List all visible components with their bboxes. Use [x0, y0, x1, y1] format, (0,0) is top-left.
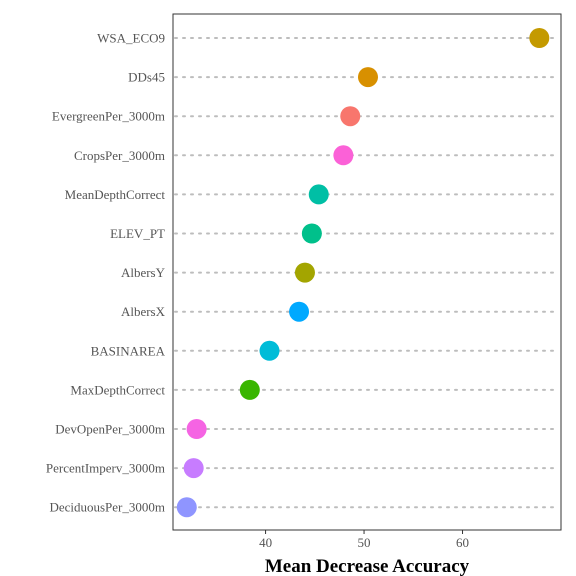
data-point [176, 497, 197, 518]
y-tick-label: ELEV_PT [110, 226, 165, 241]
y-tick-labels: WSA_ECO9 DDs45 EvergreenPer_3000m CropsPer_… [46, 31, 166, 515]
data-point [529, 28, 550, 48]
data-point [239, 379, 260, 400]
y-tick-label: PercentImperv_3000m [46, 461, 165, 476]
data-point [183, 458, 204, 479]
y-tick-label: BASINAREA [91, 343, 166, 358]
y-tick-label: EvergreenPer_3000m [52, 109, 165, 124]
y-tick-label: AlbersX [121, 304, 166, 319]
data-point [340, 106, 361, 127]
x-axis-title: Mean Decrease Accuracy [265, 556, 470, 576]
data-point [308, 184, 329, 205]
x-axis-ticks: 40 50 60 [259, 530, 469, 550]
data-point [294, 262, 315, 283]
y-tick-label: WSA_ECO9 [97, 31, 165, 46]
y-tick-label: MaxDepthCorrect [70, 382, 165, 397]
guide-lines [174, 37, 560, 509]
y-tick-label: CropsPer_3000m [74, 148, 165, 163]
y-tick-label: AlbersY [121, 265, 166, 280]
x-tick-label: 40 [259, 535, 272, 550]
data-point [301, 223, 322, 244]
data-points [176, 28, 550, 518]
data-point [357, 67, 378, 88]
y-tick-label: DDs45 [128, 70, 165, 85]
y-tick-label: DeciduousPer_3000m [49, 500, 165, 515]
plot-panel-border [172, 13, 562, 531]
x-tick-label: 50 [358, 535, 371, 550]
y-tick-label: DevOpenPer_3000m [55, 422, 165, 437]
x-tick-label: 60 [456, 535, 469, 550]
data-point [186, 419, 207, 439]
data-point [289, 301, 310, 322]
y-tick-label: MeanDepthCorrect [65, 187, 166, 202]
data-point [333, 145, 354, 166]
data-point [259, 340, 280, 361]
